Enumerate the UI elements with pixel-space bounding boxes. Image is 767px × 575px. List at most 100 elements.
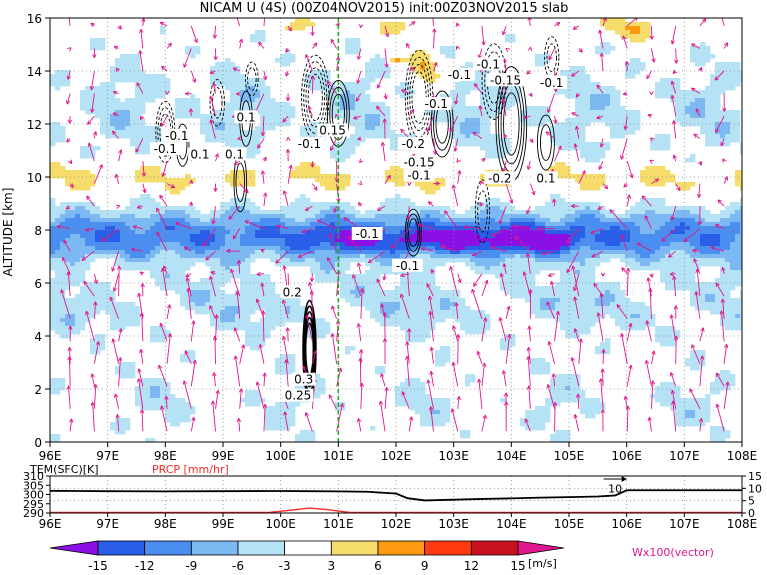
shade-cell (355, 130, 361, 135)
shade-cell (150, 234, 156, 239)
shade-cell (300, 314, 306, 319)
shade-cell (295, 198, 301, 203)
shade-cell (175, 106, 181, 111)
shade-cell (345, 174, 351, 179)
shade-cell (180, 234, 186, 239)
shade-cell (390, 134, 396, 139)
shade-cell (80, 230, 86, 235)
shade-cell (105, 86, 111, 91)
shade-cell (535, 358, 541, 363)
shade-cell (595, 118, 601, 123)
shade-cell (530, 282, 536, 287)
shade-cell (455, 218, 461, 223)
shade-cell (560, 206, 566, 211)
shade-cell (300, 242, 306, 247)
shade-cell (225, 258, 231, 263)
shade-cell (465, 86, 471, 91)
shade-cell (570, 214, 576, 219)
shade-cell (550, 258, 556, 263)
shade-cell (485, 218, 491, 223)
shade-cell (120, 362, 126, 367)
shade-cell (460, 82, 466, 87)
shade-cell (215, 134, 221, 139)
shade-cell (425, 410, 431, 415)
shade-cell (405, 338, 411, 343)
shade-cell (310, 126, 316, 131)
shade-cell (340, 222, 346, 227)
shade-cell (555, 286, 561, 291)
shade-cell (370, 426, 376, 431)
shade-cell (140, 198, 146, 203)
shade-cell (570, 262, 576, 267)
shade-cell (505, 106, 511, 111)
shade-cell (470, 106, 476, 111)
shade-cell (405, 298, 411, 303)
shade-cell (180, 214, 186, 219)
shade-cell (370, 254, 376, 259)
shade-cell (385, 126, 391, 131)
shade-cell (220, 262, 226, 267)
shade-cell (570, 254, 576, 259)
shade-cell (175, 114, 181, 119)
shade-cell (440, 178, 446, 183)
shade-cell (495, 210, 501, 215)
shade-cell (250, 98, 256, 103)
shade-cell (375, 306, 381, 311)
shade-cell (340, 266, 346, 271)
shade-cell (565, 218, 571, 223)
shade-cell (145, 254, 151, 259)
shade-cell (140, 130, 146, 135)
shade-cell (560, 262, 566, 267)
shade-cell (570, 222, 576, 227)
shade-cell (145, 178, 151, 183)
shade-cell (230, 314, 236, 319)
shade-cell (155, 250, 161, 255)
shade-cell (515, 214, 521, 219)
shade-cell (390, 130, 396, 135)
shade-cell (415, 66, 421, 71)
shade-cell (245, 254, 251, 259)
shade-cell (260, 254, 266, 259)
shade-cell (170, 278, 176, 283)
shade-cell (185, 246, 191, 251)
shade-cell (415, 402, 421, 407)
shade-cell (240, 266, 246, 271)
shade-cell (455, 310, 461, 315)
shade-cell (165, 218, 171, 223)
shade-cell (255, 322, 261, 327)
shade-cell (180, 106, 186, 111)
shade-cell (235, 202, 241, 207)
shade-cell (455, 98, 461, 103)
shade-cell (225, 78, 231, 83)
shade-cell (530, 242, 536, 247)
shade-cell (245, 318, 251, 323)
shade-cell (565, 262, 571, 267)
shade-cell (545, 118, 551, 123)
shade-cell (360, 302, 366, 307)
shade-cell (395, 306, 401, 311)
shade-cell (240, 298, 246, 303)
shade-cell (65, 242, 71, 247)
shade-cell (395, 170, 401, 175)
shade-cell (85, 302, 91, 307)
shade-cell (595, 150, 601, 155)
shade-cell (500, 242, 506, 247)
shade-cell (370, 310, 376, 315)
shade-cell (240, 310, 246, 315)
shade-cell (465, 110, 471, 115)
shade-cell (465, 226, 471, 231)
shade-cell (190, 242, 196, 247)
shade-cell (590, 318, 596, 323)
shade-cell (515, 242, 521, 247)
shade-cell (75, 246, 81, 251)
shade-cell (480, 234, 486, 239)
shade-cell (405, 322, 411, 327)
shade-cell (125, 246, 131, 251)
shade-cell (80, 202, 86, 207)
shade-cell (365, 82, 371, 87)
shade-cell (380, 242, 386, 247)
shade-cell (50, 246, 56, 251)
shade-cell (360, 94, 366, 99)
shade-cell (575, 102, 581, 107)
shade-cell (485, 238, 491, 243)
